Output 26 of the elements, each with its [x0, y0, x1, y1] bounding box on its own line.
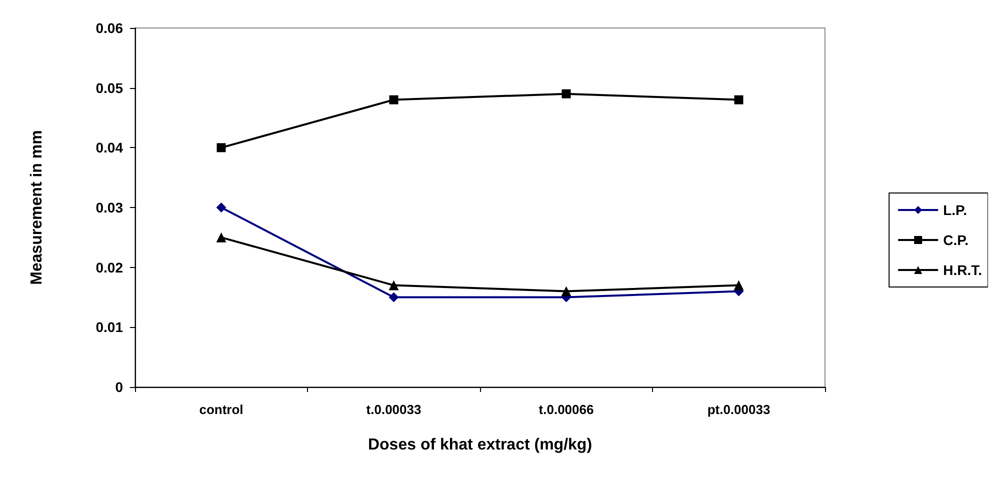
y-tick-label: 0.05: [96, 80, 124, 96]
y-tick-label: 0: [115, 379, 124, 395]
y-tick-label: 0.06: [96, 20, 124, 36]
x-axis-title: Doses of khat extract (mg/kg): [368, 436, 592, 454]
x-tick-label: control: [199, 402, 244, 417]
point: [216, 232, 226, 242]
x-tick-label: t.0.00066: [538, 402, 594, 417]
point: [734, 280, 744, 290]
y-tick-label: 0.02: [96, 259, 124, 276]
point: [734, 95, 744, 104]
point: [216, 143, 226, 152]
point: [389, 95, 398, 104]
y-tick-label: 0.04: [96, 140, 124, 156]
x-tick-label: t.0.00033: [366, 402, 422, 417]
y-tick-label: 0.01: [96, 319, 124, 336]
legend-label: L.P.: [943, 202, 967, 218]
legend-label: C.P.: [943, 232, 969, 248]
x-tick-label: pt.0.00033: [707, 402, 770, 417]
point: [561, 286, 572, 296]
point: [562, 89, 571, 98]
point: [388, 292, 399, 302]
point: [388, 280, 399, 290]
y-axis-title: Measurement in mm: [28, 130, 46, 285]
legend-label: H.R.T.: [943, 262, 982, 278]
point: [216, 202, 226, 212]
y-tick-label: 0.03: [96, 200, 124, 216]
